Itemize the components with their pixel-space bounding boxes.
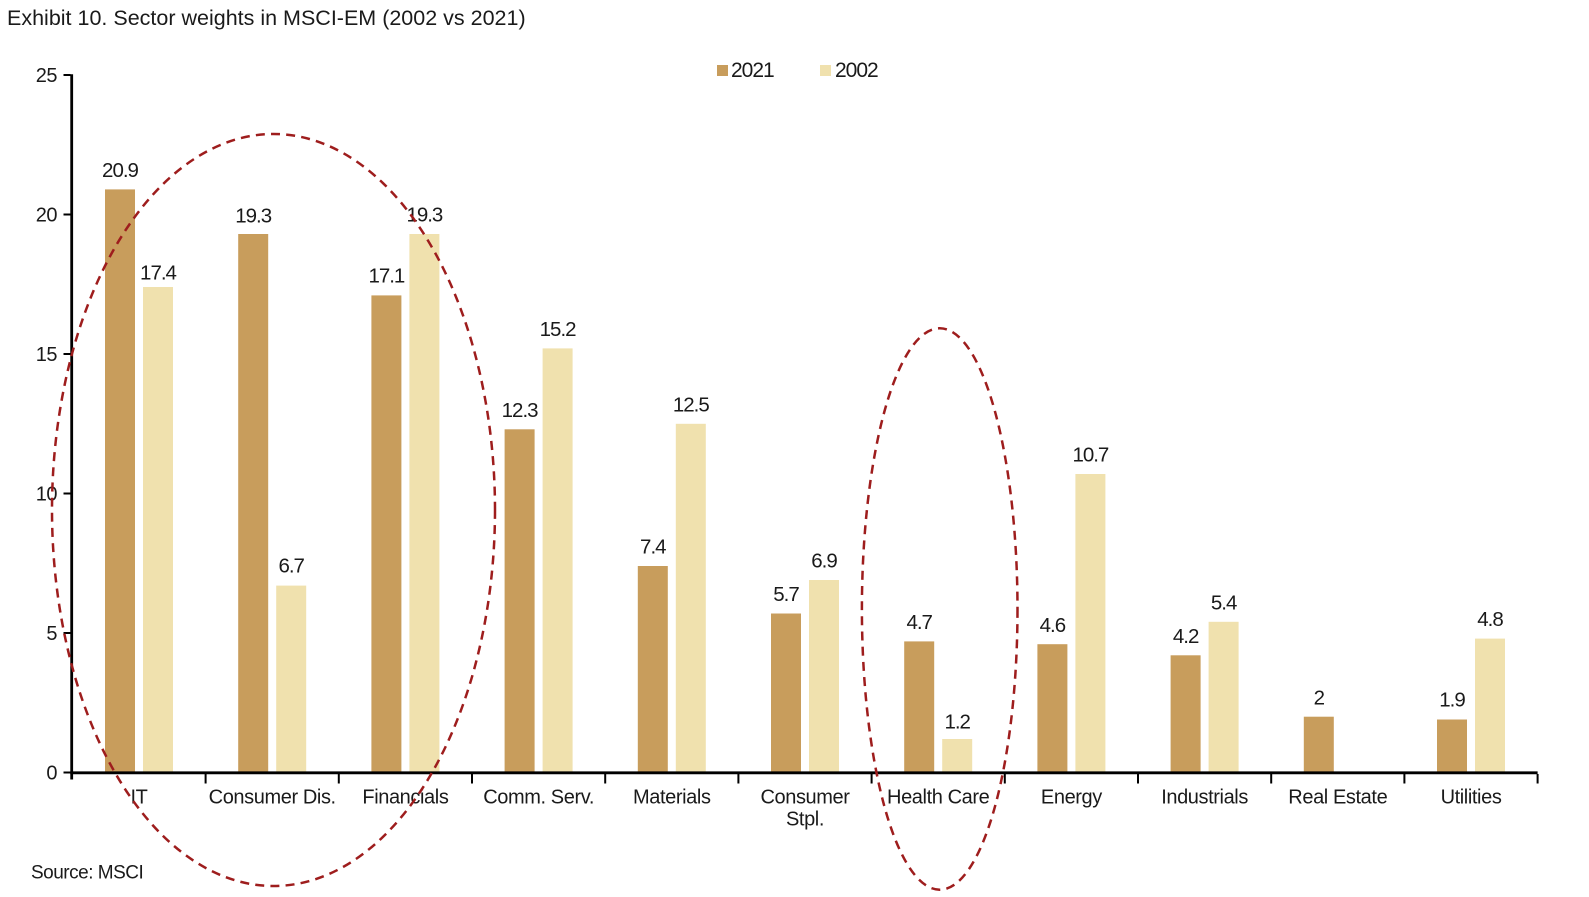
- svg-text:10: 10: [36, 483, 58, 505]
- svg-text:19.3: 19.3: [235, 205, 271, 228]
- svg-text:7.4: 7.4: [640, 536, 666, 559]
- svg-text:Materials: Materials: [633, 787, 711, 809]
- svg-text:Health Care: Health Care: [887, 787, 990, 809]
- svg-text:5.4: 5.4: [1211, 591, 1237, 614]
- svg-text:17.4: 17.4: [140, 261, 176, 284]
- svg-text:20: 20: [36, 204, 58, 226]
- svg-text:12.3: 12.3: [502, 399, 538, 422]
- svg-text:20.9: 20.9: [102, 159, 138, 182]
- svg-text:5.7: 5.7: [773, 583, 799, 606]
- svg-text:6.7: 6.7: [278, 555, 304, 578]
- svg-text:Consumer: Consumer: [760, 787, 850, 809]
- svg-text:15: 15: [36, 344, 58, 366]
- svg-text:5: 5: [46, 623, 57, 645]
- svg-text:1.9: 1.9: [1439, 689, 1465, 712]
- svg-text:2: 2: [1314, 686, 1325, 709]
- svg-text:12.5: 12.5: [673, 393, 709, 416]
- svg-text:2021: 2021: [731, 59, 774, 82]
- svg-text:Stpl.: Stpl.: [786, 809, 824, 831]
- svg-text:Industrials: Industrials: [1161, 787, 1248, 809]
- svg-text:10.7: 10.7: [1072, 444, 1108, 467]
- svg-text:4.8: 4.8: [1477, 608, 1503, 631]
- svg-text:15.2: 15.2: [540, 318, 576, 341]
- svg-text:Real Estate: Real Estate: [1288, 787, 1387, 809]
- svg-text:4.2: 4.2: [1173, 625, 1199, 648]
- svg-text:4.7: 4.7: [906, 611, 932, 634]
- svg-text:0: 0: [46, 762, 57, 784]
- svg-text:25: 25: [36, 65, 58, 87]
- svg-text:Financials: Financials: [362, 787, 448, 809]
- svg-text:Consumer Dis.: Consumer Dis.: [209, 787, 336, 809]
- svg-text:Comm. Serv.: Comm. Serv.: [483, 787, 594, 809]
- svg-text:17.1: 17.1: [368, 265, 404, 288]
- svg-text:Utilities: Utilities: [1441, 787, 1502, 809]
- svg-text:IT: IT: [131, 787, 148, 809]
- svg-text:2002: 2002: [835, 59, 878, 82]
- svg-text:6.9: 6.9: [811, 550, 837, 573]
- svg-text:4.6: 4.6: [1040, 614, 1066, 637]
- svg-text:1.2: 1.2: [944, 711, 970, 734]
- svg-text:Energy: Energy: [1041, 787, 1102, 809]
- svg-text:Source: MSCI: Source: MSCI: [31, 863, 143, 884]
